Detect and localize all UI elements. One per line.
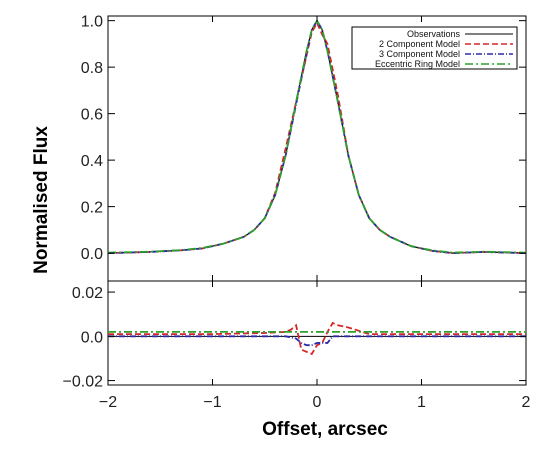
residual-x-axis: −2 −1 0 1 2: [99, 281, 531, 411]
y-tick-label: 0.8: [81, 60, 103, 77]
residual-panel: −0.02 0.0 0.02 −2 −1 0 1 2: [63, 280, 531, 411]
y-tick-label: 0.0: [81, 329, 103, 346]
y-tick-label: −0.02: [63, 374, 104, 391]
y-tick-label: 0.02: [72, 285, 103, 302]
main-x-ticks: [107, 16, 527, 281]
residual-panel-frame: [107, 280, 527, 386]
residual-y-axis: −0.02 0.0 0.02: [63, 285, 526, 391]
y-tick-label: 0.6: [81, 107, 103, 124]
residual-series-2-component-model: [108, 321, 526, 356]
legend: Observations 2 Component Model 3 Compone…: [351, 26, 518, 70]
legend-label-observations: Observations: [407, 29, 461, 39]
legend-label-3-component: 3 Component Model: [379, 49, 460, 59]
x-tick-label: −2: [99, 394, 117, 411]
x-tick-label: −1: [203, 394, 221, 411]
x-tick-label: 1: [417, 394, 426, 411]
y-axis-label: Normalised Flux: [31, 126, 52, 274]
residual-series-3-component-model: [108, 335, 526, 347]
residual-series-group: [108, 321, 526, 356]
legend-label-2-component: 2 Component Model: [379, 39, 460, 49]
y-tick-label: 1.0: [81, 14, 103, 31]
y-tick-label: 0.4: [81, 153, 103, 170]
y-tick-label: 0.2: [81, 200, 103, 217]
x-tick-label: 0: [313, 394, 322, 411]
main-panel: 0.0 0.2 0.4 0.6 0.8 1.0: [81, 14, 527, 282]
legend-label-eccentric-ring: Eccentric Ring Model: [375, 59, 460, 69]
main-y-axis: 0.0 0.2 0.4 0.6 0.8 1.0: [81, 14, 526, 263]
x-tick-label: 2: [522, 394, 531, 411]
x-axis-label: Offset, arcsec: [262, 419, 388, 440]
y-tick-label: 0.0: [81, 246, 103, 263]
